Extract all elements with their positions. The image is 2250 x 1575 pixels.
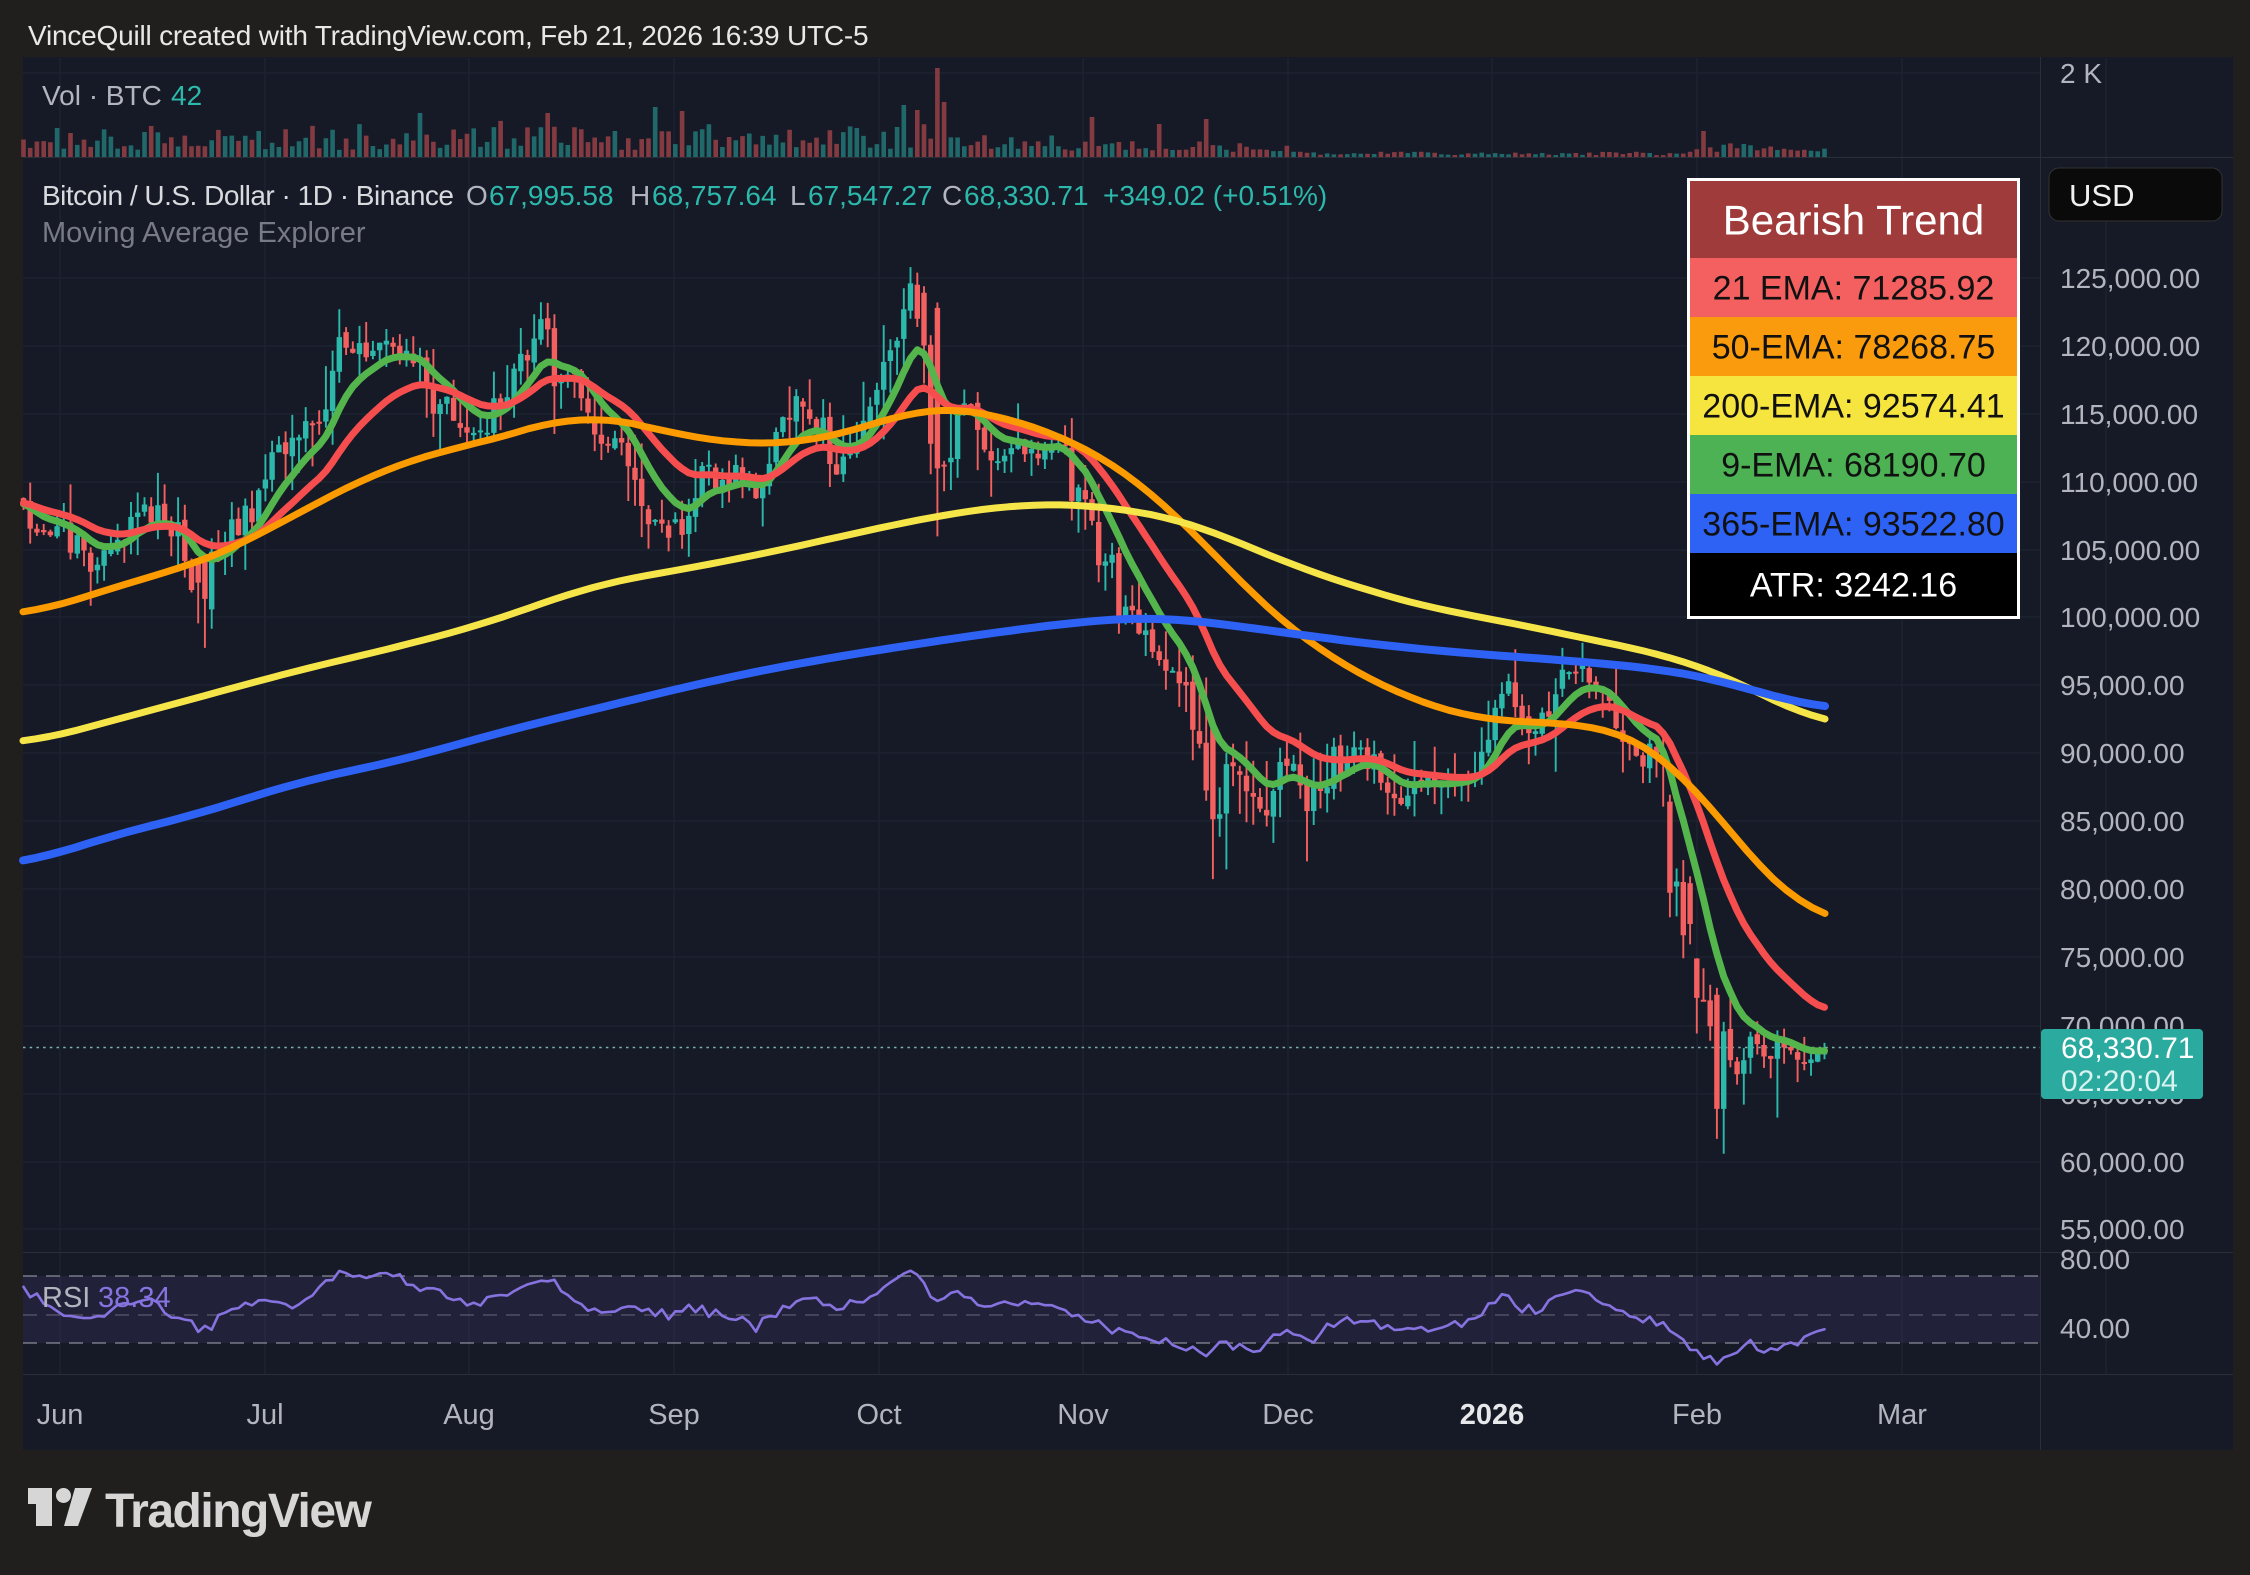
svg-text:Moving Average Explorer: Moving Average Explorer bbox=[42, 217, 366, 249]
svg-text:95,000.00: 95,000.00 bbox=[2060, 670, 2185, 701]
svg-text:120,000.00: 120,000.00 bbox=[2060, 331, 2200, 362]
svg-text:75,000.00: 75,000.00 bbox=[2060, 942, 2185, 973]
svg-text:Jun: Jun bbox=[37, 1399, 84, 1431]
svg-text:9-EMA: 68190.70: 9-EMA: 68190.70 bbox=[1721, 447, 1986, 485]
svg-text:67,995.58: 67,995.58 bbox=[489, 180, 614, 211]
svg-text:TradingView: TradingView bbox=[105, 1485, 373, 1538]
svg-text:H: H bbox=[630, 180, 650, 211]
svg-text:Nov: Nov bbox=[1057, 1399, 1109, 1431]
svg-text:Vol · BTC: Vol · BTC bbox=[42, 80, 162, 111]
svg-text:115,000.00: 115,000.00 bbox=[2060, 399, 2198, 430]
svg-text:68,330.71: 68,330.71 bbox=[964, 180, 1089, 211]
svg-text:RSI: RSI bbox=[42, 1282, 90, 1314]
svg-text:L: L bbox=[790, 180, 806, 211]
svg-text:Bearish Trend: Bearish Trend bbox=[1723, 197, 1984, 244]
svg-text:+349.02 (+0.51%): +349.02 (+0.51%) bbox=[1103, 180, 1327, 211]
svg-text:Sep: Sep bbox=[648, 1399, 700, 1431]
svg-text:80.00: 80.00 bbox=[2060, 1244, 2130, 1275]
svg-text:68,757.64: 68,757.64 bbox=[652, 180, 777, 211]
svg-text:90,000.00: 90,000.00 bbox=[2060, 738, 2185, 769]
svg-text:38.34: 38.34 bbox=[98, 1282, 171, 1314]
svg-text:Bitcoin / U.S. Dollar · 1D · B: Bitcoin / U.S. Dollar · 1D · Binance bbox=[42, 180, 454, 211]
svg-text:68,330.71: 68,330.71 bbox=[2061, 1032, 2194, 1065]
svg-text:110,000.00: 110,000.00 bbox=[2060, 467, 2198, 498]
svg-text:Jul: Jul bbox=[246, 1399, 283, 1431]
svg-text:O: O bbox=[466, 180, 488, 211]
svg-text:ATR: 3242.16: ATR: 3242.16 bbox=[1750, 567, 1957, 605]
svg-text:21 EMA: 71285.92: 21 EMA: 71285.92 bbox=[1713, 270, 1995, 308]
svg-text:02:20:04: 02:20:04 bbox=[2061, 1065, 2178, 1098]
svg-text:60,000.00: 60,000.00 bbox=[2060, 1147, 2185, 1178]
svg-text:Aug: Aug bbox=[443, 1399, 495, 1431]
svg-text:100,000.00: 100,000.00 bbox=[2060, 602, 2200, 633]
svg-text:Oct: Oct bbox=[856, 1399, 901, 1431]
svg-text:67,547.27: 67,547.27 bbox=[808, 180, 933, 211]
svg-text:55,000.00: 55,000.00 bbox=[2060, 1214, 2185, 1245]
svg-text:80,000.00: 80,000.00 bbox=[2060, 874, 2185, 905]
svg-text:85,000.00: 85,000.00 bbox=[2060, 806, 2185, 837]
svg-text:200-EMA: 92574.41: 200-EMA: 92574.41 bbox=[1702, 388, 2004, 426]
svg-text:42: 42 bbox=[171, 80, 202, 111]
svg-text:Mar: Mar bbox=[1877, 1399, 1927, 1431]
svg-text:40.00: 40.00 bbox=[2060, 1313, 2130, 1344]
svg-text:C: C bbox=[942, 180, 962, 211]
svg-text:365-EMA: 93522.80: 365-EMA: 93522.80 bbox=[1702, 506, 2004, 544]
svg-text:2 K: 2 K bbox=[2060, 58, 2102, 89]
svg-text:125,000.00: 125,000.00 bbox=[2060, 263, 2200, 294]
svg-text:VinceQuill created with Tradin: VinceQuill created with TradingView.com,… bbox=[28, 20, 868, 51]
svg-text:USD: USD bbox=[2069, 178, 2134, 213]
svg-text:Dec: Dec bbox=[1262, 1399, 1314, 1431]
svg-text:Feb: Feb bbox=[1672, 1399, 1722, 1431]
svg-text:50-EMA: 78268.75: 50-EMA: 78268.75 bbox=[1712, 329, 1996, 367]
svg-text:2026: 2026 bbox=[1460, 1399, 1525, 1431]
svg-text:105,000.00: 105,000.00 bbox=[2060, 535, 2200, 566]
